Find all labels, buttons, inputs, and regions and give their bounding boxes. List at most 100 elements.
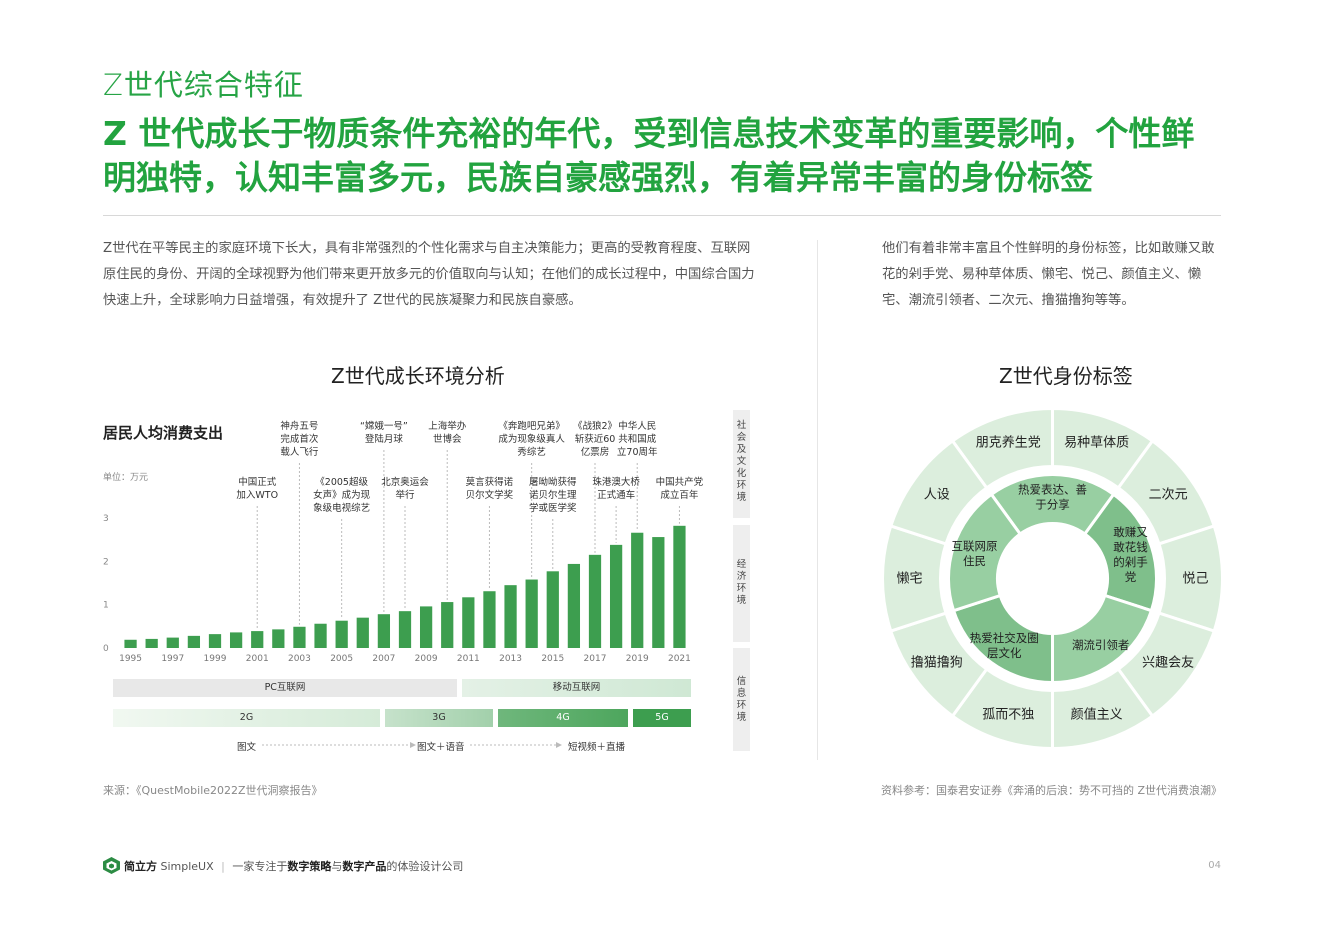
event-text-line: 中华人民 [618, 421, 657, 432]
x-tick-label: 1999 [204, 654, 227, 664]
inner-label-line: 住民 [963, 554, 986, 568]
event-text-line: 诺贝尔生理 [529, 490, 577, 501]
band-5g: 5G [633, 709, 691, 727]
stage-video-live: 短视频＋直播 [568, 742, 626, 753]
event-text-line: 莫言获得诺 [465, 477, 514, 488]
inner-label-line: 潮流引领者 [1072, 638, 1130, 652]
brand-name: 简立方 [124, 860, 157, 873]
event-text-line: 载人飞行 [280, 447, 319, 458]
bar-1995 [124, 639, 137, 648]
bar-2012 [483, 591, 496, 648]
bar-2008 [398, 611, 412, 648]
event-2012: 莫言获得诺贝尔文学奖 [466, 476, 514, 502]
brand-logo-icon [103, 857, 120, 874]
event-text-line: 珠港澳大桥 [592, 477, 640, 488]
event-2018: 珠港澳大桥 正式通车 [592, 476, 640, 502]
event-text-line: 完成首次 [280, 434, 319, 445]
y-tick-label: 3 [103, 514, 109, 524]
intro-right-text: 他们有着非常丰富且个性鲜明的身份标签，比如敢赚又敢花的剁手党、易种草体质、懒宅、… [882, 241, 1215, 308]
event-text-line: 斩获近60 [574, 434, 616, 445]
outer-label: 易种草体质 [1064, 435, 1129, 450]
y-tick-label: 2 [103, 557, 109, 567]
x-tick-label: 2003 [288, 654, 311, 664]
event-2010: 上海举办 世博会 [428, 420, 466, 446]
event-2001: 中国正式 加入WTO [236, 476, 278, 502]
tagline-part-3: 的体验设计公司 [386, 860, 464, 873]
bar-2005 [335, 620, 348, 648]
growth-panel-title: Z世代成长环境分析 [331, 364, 505, 388]
bar-2003 [293, 626, 306, 648]
event-2003: 神舟五号 完成首次 载人飞行 [280, 420, 318, 459]
x-tick-label: 1995 [119, 654, 142, 664]
x-tick-label: 1997 [161, 654, 184, 664]
bar-2007 [377, 614, 391, 648]
side-label-economy-text: 经济环境 [736, 559, 747, 606]
bar-1998 [187, 635, 201, 648]
event-text-line: 世博会 [432, 434, 462, 445]
inner-label: 潮流引领者 [1072, 638, 1130, 652]
event-text-line: 举行 [395, 490, 415, 501]
band-3g: 3G [385, 709, 493, 727]
event-text-line: 学或医学奖 [529, 503, 577, 514]
brand-line: 简立方 SimpleUX | 一家专注于数字策略与数字产品的体验设计公司 [124, 858, 463, 874]
bar-2002 [272, 629, 285, 648]
outer-label: 颜值主义 [1071, 707, 1123, 723]
bar-2015 [546, 571, 559, 648]
stage-arrows [262, 742, 562, 748]
intro-left-text: Z世代在平等民主的家庭环境下长大，具有非常强烈的个性化需求与自主决策能力；更高的… [103, 241, 755, 308]
event-text-line: 象级电视综艺 [313, 503, 371, 514]
outer-label: 懒宅 [896, 572, 922, 587]
bar-2013 [504, 585, 517, 648]
inner-label-line: 敢赚又 [1113, 525, 1148, 539]
stage-text-voice: 图文＋语音 [417, 742, 465, 753]
event-text-line: 秀综艺 [517, 447, 546, 458]
side-label-society: 社会及文化环境 [733, 410, 750, 518]
outer-label: 人设 [924, 487, 950, 502]
page-headline: Z 世代成长于物质条件充裕的年代，受到信息技术变革的重要影响，个性鲜明独特，认知… [103, 114, 1195, 197]
band-4g: 4G [498, 709, 628, 727]
event-2008: 北京奥运会 举行 [381, 476, 429, 502]
bar-2017 [588, 554, 602, 648]
inner-segment [947, 492, 1023, 613]
consumption-bar-chart: 0 1 2 3 1995 1997 1999 2001 2003 2005 2007 2009 2011… [103, 514, 691, 664]
bar-2006 [356, 617, 369, 648]
event-text-line: 《战狼2》 [572, 421, 618, 432]
x-tick-label: 2019 [626, 654, 649, 664]
event-text-line: 贝尔文学奖 [465, 490, 514, 501]
bar-2014 [525, 579, 538, 648]
ring-center [1000, 526, 1105, 631]
event-text-line: 中国正式 [238, 477, 277, 488]
event-2007: “嫦娥一号” 登陆月球 [360, 420, 408, 446]
outer-label: 撸猫撸狗 [911, 656, 963, 671]
event-2021: 中国共产党 成立百年 [656, 476, 704, 502]
inner-label-line: 党 [1125, 570, 1137, 584]
chart-title: 居民人均消费支出 [103, 424, 224, 442]
event-leader-lines [256, 450, 680, 630]
tagline-part-1: 一家专注于 [232, 860, 288, 873]
chart-unit: 单位：万元 [103, 473, 149, 483]
event-text-line: 成为现象级真人 [498, 434, 565, 445]
outer-label: 二次元 [1149, 486, 1188, 502]
event-text-line: 中国共产党 [655, 477, 704, 488]
inner-label-line: 于分享 [1035, 498, 1070, 512]
event-2017: 《战狼2》 斩获近60 亿票房 [573, 420, 617, 459]
event-text-line: 上海举办 [428, 421, 467, 432]
side-label-info-text: 信息环境 [736, 676, 747, 723]
page-number: 04 [1208, 860, 1221, 871]
bar-1996 [145, 638, 158, 648]
event-text-line: 女声》成为现 [313, 490, 371, 501]
inner-label-line: 敢花钱 [1113, 540, 1148, 554]
source-left: 来源：《QuestMobile2022Z世代洞察报告》 [103, 784, 323, 797]
outer-label: 孤而不独 [982, 708, 1034, 723]
bar-2009 [419, 606, 433, 648]
bar-2010 [441, 602, 454, 648]
event-2015: 屠呦呦获得 诺贝尔生理 学或医学奖 [529, 476, 577, 515]
inner-label-line: 热爱表达、善 [1018, 483, 1087, 497]
bar-2021 [673, 525, 686, 648]
x-tick-label: 2013 [499, 654, 522, 664]
bar-2004 [314, 623, 327, 648]
stage-text: 图文 [237, 742, 257, 753]
event-text-line: 共和国成 [618, 434, 657, 445]
panel-divider [817, 240, 818, 760]
